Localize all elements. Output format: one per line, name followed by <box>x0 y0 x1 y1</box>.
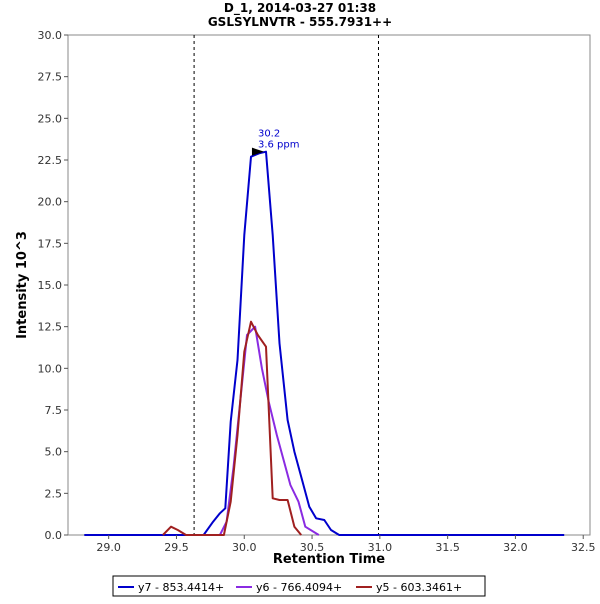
x-tick-label: 31.0 <box>368 541 393 554</box>
y-tick-label: 2.5 <box>45 487 63 500</box>
x-tick-label: 29.0 <box>96 541 121 554</box>
legend-label: y6 - 766.4094+ <box>256 581 342 594</box>
y-tick-label: 25.0 <box>38 112 63 125</box>
chart-title: D_1, 2014-03-27 01:38 <box>224 1 376 16</box>
y-tick-label: 15.0 <box>38 279 63 292</box>
x-tick-label: 30.0 <box>232 541 257 554</box>
series-line <box>84 150 565 536</box>
legend: y7 - 853.4414+ y6 - 766.4094+ y5 - 603.346… <box>112 575 486 597</box>
y-tick-label: 27.5 <box>38 71 63 84</box>
y-tick-label: 7.5 <box>45 404 63 417</box>
y-tick-label: 10.0 <box>38 362 63 375</box>
x-tick-label: 29.5 <box>164 541 189 554</box>
y-tick-label: 22.5 <box>38 154 63 167</box>
y-tick-label: 17.5 <box>38 237 63 250</box>
legend-box <box>112 575 486 597</box>
y-tick-label: 0.0 <box>45 529 63 542</box>
y-tick-label: 30.0 <box>38 29 63 42</box>
x-tick-label: 30.5 <box>300 541 325 554</box>
chart-subtitle: GSLSYLNVTR - 555.7931++ <box>208 15 392 29</box>
x-tick-label: 31.5 <box>435 541 460 554</box>
legend-label: y7 - 853.4414+ <box>138 581 224 594</box>
series-line <box>162 320 302 536</box>
y-axis-label: Intensity 10^3 <box>15 231 30 339</box>
peak-ppm-label: 3.6 ppm <box>258 140 300 151</box>
y-tick-label: 20.0 <box>38 196 63 209</box>
y-tick-label: 12.5 <box>38 321 63 334</box>
x-tick-label: 32.5 <box>571 541 596 554</box>
legend-label: y5 - 603.3461+ <box>376 581 462 594</box>
y-tick-label: 5.0 <box>45 446 63 459</box>
plot-area <box>67 34 591 536</box>
peak-rt-label: 30.2 <box>258 129 280 140</box>
x-axis-label: Retention Time <box>273 552 385 567</box>
peak-arrow <box>251 147 264 156</box>
x-tick-label: 32.0 <box>503 541 528 554</box>
